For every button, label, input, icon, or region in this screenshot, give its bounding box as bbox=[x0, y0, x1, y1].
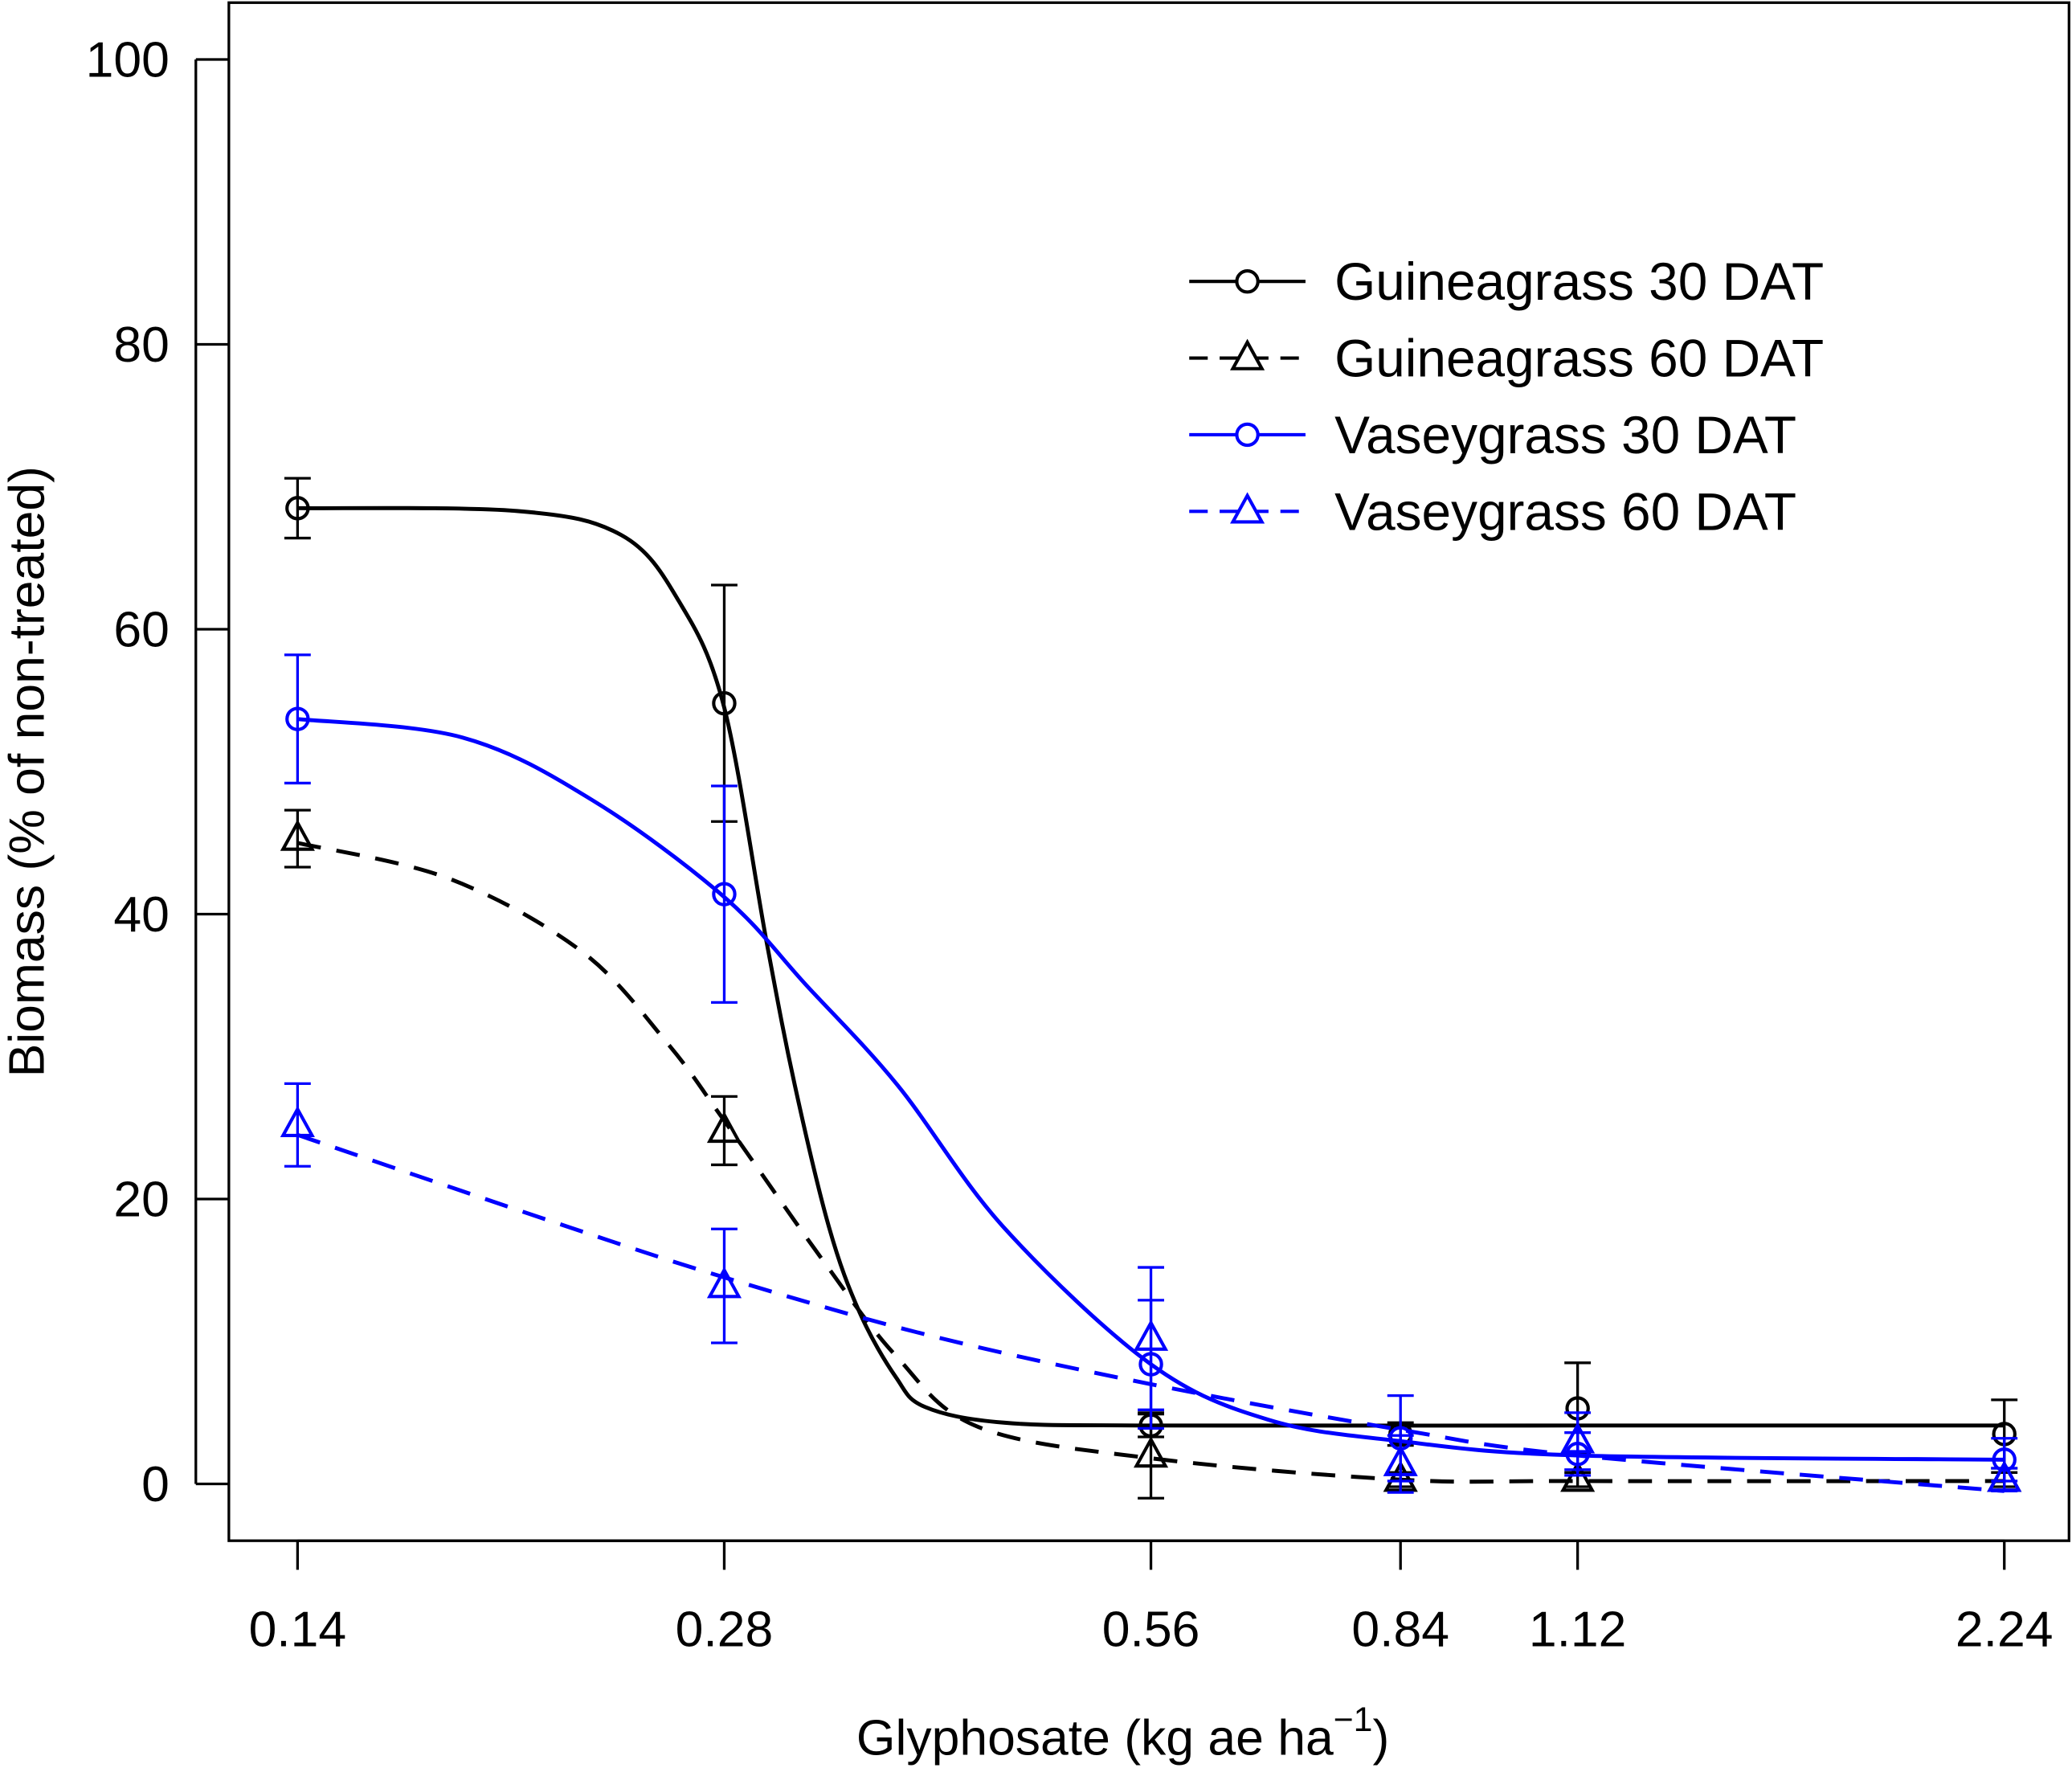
legend-marker bbox=[1230, 492, 1265, 524]
data-point bbox=[706, 1111, 742, 1144]
legend-item: Guineagrass 30 DAT bbox=[1189, 252, 1824, 311]
fit-curve bbox=[296, 841, 2005, 1484]
data-point bbox=[712, 882, 737, 907]
data-point bbox=[1133, 1436, 1169, 1468]
legend-label: Vaseygrass 60 DAT bbox=[1334, 481, 1796, 541]
y-tick-label: 60 bbox=[113, 601, 169, 657]
legend-item: Vaseygrass 60 DAT bbox=[1189, 481, 1796, 541]
y-tick-label: 0 bbox=[141, 1456, 170, 1512]
x-tick-label: 0.84 bbox=[1351, 1602, 1449, 1658]
legend-label: Guineagrass 30 DAT bbox=[1334, 252, 1824, 311]
x-tick-label: 0.28 bbox=[676, 1602, 774, 1658]
data-point bbox=[1560, 1422, 1596, 1454]
y-tick-label: 20 bbox=[113, 1171, 169, 1227]
y-tick-label: 100 bbox=[86, 31, 170, 88]
legend-label: Guineagrass 60 DAT bbox=[1334, 329, 1824, 388]
y-axis-label: Biomass (% of non-treated) bbox=[0, 466, 55, 1077]
fit-curve bbox=[296, 1132, 2005, 1493]
x-tick-label: 2.24 bbox=[1956, 1602, 2054, 1658]
x-tick-label: 1.12 bbox=[1529, 1602, 1627, 1658]
y-tick-label: 40 bbox=[113, 886, 169, 943]
fit-curve bbox=[297, 717, 2005, 1462]
data-point bbox=[1133, 1319, 1169, 1351]
legend: Guineagrass 30 DAT Guineagrass 60 DAT Vase… bbox=[1189, 252, 1824, 541]
x-axis: 0.14 0.28 0.56 0.84 1.12 2.24 bbox=[249, 1539, 2054, 1658]
series-vaseygrass-60-dat bbox=[280, 1082, 2022, 1494]
data-point bbox=[712, 690, 737, 716]
y-tick-label: 80 bbox=[113, 317, 169, 373]
data-point bbox=[706, 1267, 742, 1299]
data-point bbox=[285, 706, 310, 731]
data-point bbox=[280, 819, 315, 851]
data-point bbox=[1383, 1444, 1418, 1476]
y-axis: 0 20 40 60 80 100 bbox=[86, 31, 229, 1512]
data-point bbox=[1560, 1460, 1596, 1492]
data-point bbox=[285, 496, 310, 521]
legend-marker bbox=[1235, 269, 1260, 294]
legend-marker bbox=[1230, 338, 1265, 370]
series-group bbox=[280, 477, 2022, 1500]
legend-marker bbox=[1235, 422, 1260, 448]
legend-item: Guineagrass 60 DAT bbox=[1189, 329, 1824, 388]
plot-frame bbox=[227, 1, 2070, 1542]
legend-label: Vaseygrass 30 DAT bbox=[1334, 405, 1796, 465]
x-axis-label: Glyphosate (kg ae ha−1) bbox=[856, 1700, 1389, 1766]
x-tick-label: 0.56 bbox=[1102, 1602, 1200, 1658]
fit-curve bbox=[297, 505, 2005, 1428]
data-point bbox=[280, 1105, 315, 1138]
data-point bbox=[1987, 1460, 2022, 1492]
legend-item: Vaseygrass 30 DAT bbox=[1189, 405, 1796, 465]
x-tick-label: 0.14 bbox=[249, 1602, 347, 1658]
